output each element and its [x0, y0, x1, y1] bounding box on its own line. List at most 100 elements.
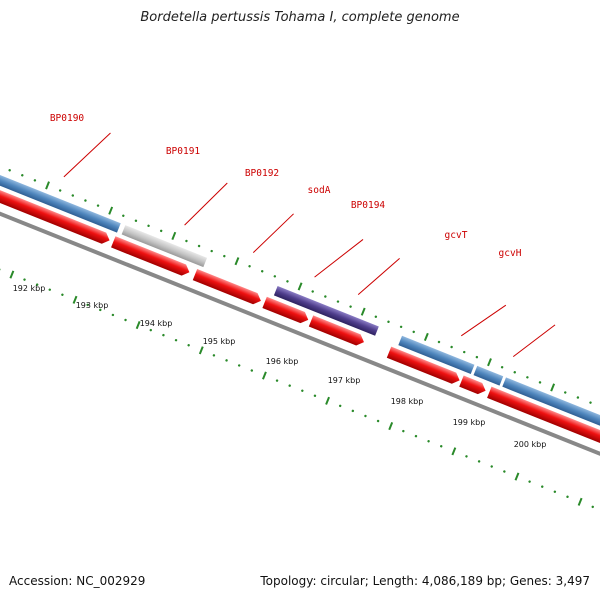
minor-tick-dot: [23, 278, 26, 281]
scale-label-192: 192 kbp: [13, 284, 46, 293]
minor-tick-dot: [185, 239, 188, 243]
cds-arrow-8[interactable]: [487, 386, 600, 452]
minor-tick-dot: [124, 318, 127, 322]
gene-next-forward-block[interactable]: [502, 377, 600, 435]
minor-tick-dot: [324, 295, 327, 298]
minor-tick-dot: [99, 308, 102, 312]
gene-bp0191-block[interactable]: [121, 225, 208, 268]
minor-tick-dot: [538, 381, 542, 384]
label-leaders: [63, 132, 556, 357]
minor-tick-dot: [500, 366, 504, 369]
minor-tick-dot: [526, 376, 529, 379]
minor-tick-dot: [465, 455, 468, 458]
minor-tick-dot: [376, 419, 380, 423]
minor-tick-dot: [463, 350, 466, 354]
cds-arrow-5[interactable]: [308, 315, 366, 347]
minor-tick-dot: [288, 384, 291, 387]
gene-label-bp0190[interactable]: BP0190: [50, 113, 85, 124]
major-tick: [487, 358, 492, 367]
upper-tick-row: [8, 169, 592, 404]
scale-label-200: 200 kbp: [514, 440, 547, 449]
gene-label-gcvt[interactable]: gcvT: [445, 230, 468, 241]
minor-tick-dot: [96, 204, 100, 207]
gene-bp0190-block[interactable]: [0, 167, 121, 233]
major-tick: [234, 257, 240, 266]
minor-tick-dot: [174, 338, 178, 342]
minor-tick-dot: [35, 283, 39, 286]
cds-arrow-7[interactable]: [459, 375, 488, 397]
gene-label-bp0191[interactable]: BP0191: [166, 146, 201, 157]
cds-arrow-2[interactable]: [111, 236, 192, 278]
gene-soda-block[interactable]: [273, 286, 379, 336]
major-tick: [108, 206, 114, 215]
cds-arrow-4[interactable]: [262, 296, 310, 326]
minor-tick-dot: [374, 315, 378, 318]
minor-tick-dot: [248, 265, 251, 268]
minor-tick-dot: [528, 480, 531, 483]
scale-label-195: 195 kbp: [203, 337, 236, 346]
major-tick: [171, 231, 177, 240]
minor-tick-dot: [566, 495, 569, 498]
minor-tick-dot: [313, 394, 317, 397]
genome-summary-text: Topology: circular; Length: 4,086,189 bp…: [260, 574, 590, 588]
major-tick: [550, 383, 556, 392]
major-tick: [135, 320, 141, 330]
scale-label-197: 197 kbp: [328, 376, 361, 385]
minor-tick-dot: [427, 440, 430, 443]
minor-tick-dot: [275, 379, 279, 382]
major-tick: [262, 371, 267, 380]
scale-label-193: 193 kbp: [76, 301, 109, 310]
minor-tick-dot: [61, 293, 64, 296]
major-tick: [360, 307, 366, 316]
scale-label-198: 198 kbp: [391, 397, 424, 406]
minor-tick-dot: [513, 371, 516, 374]
minor-tick-dot: [589, 401, 592, 404]
minor-tick-dot: [21, 174, 24, 177]
cds-arrow-6[interactable]: [386, 346, 462, 386]
minor-tick-dot: [48, 288, 51, 291]
gene-labels: BP0190 BP0191 BP0192 sodA BP0194 gcvT gc…: [50, 113, 522, 259]
minor-tick-dot: [564, 391, 567, 394]
gene-label-soda[interactable]: sodA: [308, 185, 331, 196]
minor-tick-dot: [591, 505, 594, 509]
minor-tick-dot: [440, 445, 443, 448]
scale-label-196: 196 kbp: [266, 357, 299, 366]
major-tick: [9, 270, 15, 279]
minor-tick-dot: [149, 328, 152, 332]
minor-tick-dot: [399, 325, 403, 329]
minor-tick-dot: [162, 333, 165, 337]
minor-tick-dot: [197, 244, 201, 248]
minor-tick-dot: [414, 434, 418, 438]
gene-label-gcvh[interactable]: gcvH: [499, 248, 522, 259]
minor-tick-dot: [412, 330, 415, 334]
gene-gcvt-block[interactable]: [398, 335, 475, 375]
minor-tick-dot: [351, 409, 355, 413]
minor-tick-dot: [475, 355, 479, 359]
minor-tick-dot: [311, 290, 314, 293]
minor-tick-dot: [147, 224, 150, 228]
cds-arrow-3[interactable]: [192, 268, 263, 307]
scale-labels: 192 kbp 193 kbp 194 kbp 195 kbp 196 kbp …: [13, 284, 547, 449]
minor-tick-dot: [111, 313, 115, 317]
major-tick: [45, 181, 50, 190]
accession-text: Accession: NC_002929: [9, 574, 146, 588]
minor-tick-dot: [301, 389, 304, 392]
major-tick: [577, 497, 583, 506]
minor-tick-dot: [349, 305, 352, 308]
gene-label-bp0192[interactable]: BP0192: [245, 168, 279, 179]
scale-label-199: 199 kbp: [453, 418, 486, 427]
minor-tick-dot: [553, 490, 557, 493]
gene-gcvh-block[interactable]: [473, 365, 504, 386]
minor-tick-dot: [437, 340, 441, 344]
gene-label-bp0194[interactable]: BP0194: [351, 200, 386, 211]
map-title: Bordetella pertussis Tohama I, complete …: [140, 10, 460, 25]
minor-tick-dot: [273, 275, 277, 278]
minor-tick-dot: [387, 320, 390, 323]
minor-tick-dot: [237, 364, 241, 367]
minor-tick-dot: [503, 470, 506, 473]
cds-arrow-1[interactable]: [0, 180, 112, 246]
major-tick: [423, 332, 429, 342]
minor-tick-dot: [261, 270, 264, 273]
major-tick: [297, 282, 303, 291]
